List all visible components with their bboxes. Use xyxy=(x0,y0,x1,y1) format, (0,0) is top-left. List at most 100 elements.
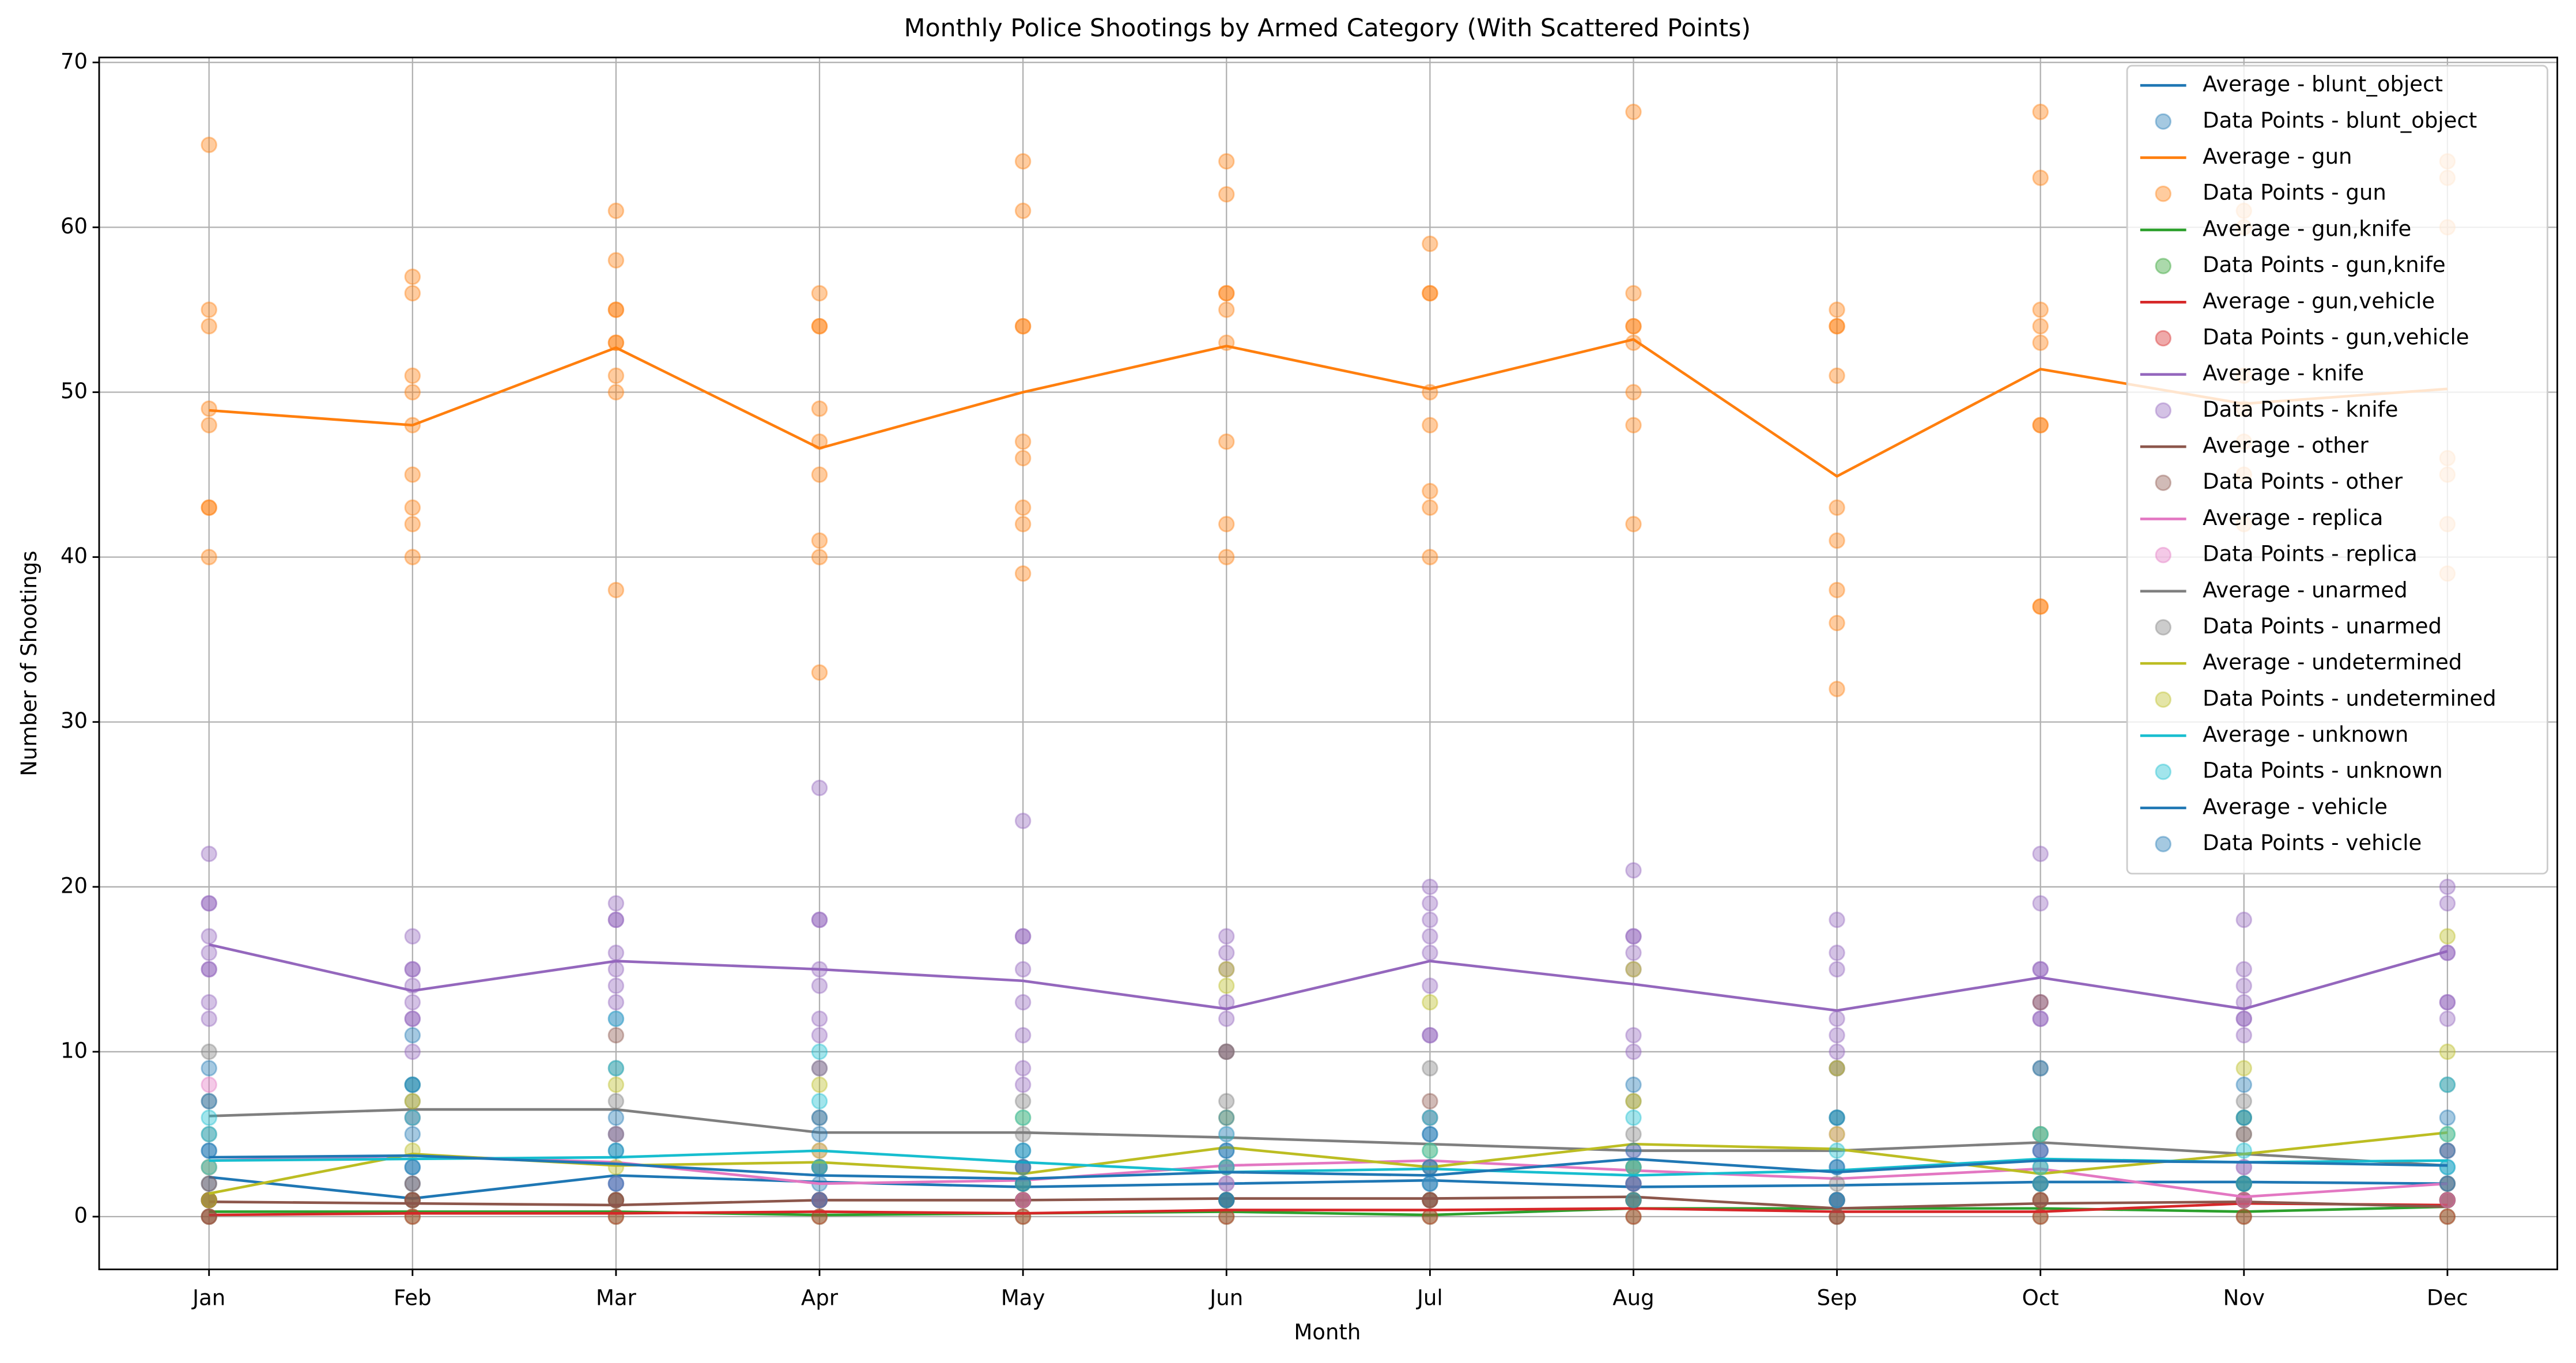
data-point xyxy=(2032,1126,2049,1143)
y-tick-label: 0 xyxy=(74,1203,88,1228)
data-point xyxy=(201,1060,217,1077)
data-point xyxy=(1829,367,1845,384)
legend-label: Data Points - other xyxy=(2203,469,2403,494)
data-point xyxy=(607,1126,625,1143)
data-point xyxy=(2235,1192,2253,1209)
data-point xyxy=(1829,681,1845,697)
data-point xyxy=(1218,1192,1235,1209)
data-point xyxy=(2235,961,2253,978)
data-point xyxy=(2032,1010,2049,1027)
data-point xyxy=(1829,1109,1845,1126)
y-axis-label: Number of Shootings xyxy=(17,550,41,776)
data-point xyxy=(2235,911,2253,928)
data-point xyxy=(811,400,828,417)
legend-label: Average - undetermined xyxy=(2203,650,2462,675)
average-line xyxy=(209,338,2448,478)
data-point xyxy=(2439,1126,2456,1143)
data-point xyxy=(2235,1175,2253,1192)
data-point xyxy=(1422,928,1438,945)
data-point xyxy=(2235,1175,2253,1192)
data-point xyxy=(201,301,217,318)
data-point xyxy=(1625,1076,1642,1093)
data-point xyxy=(404,977,421,994)
average-line xyxy=(209,1202,2447,1217)
data-point xyxy=(811,1060,828,1077)
data-point xyxy=(2032,1208,2049,1225)
data-point xyxy=(607,1192,625,1209)
data-point xyxy=(2032,334,2049,351)
data-point xyxy=(1218,928,1235,945)
data-point xyxy=(1829,582,1845,599)
data-point xyxy=(201,1093,217,1110)
legend-swatch xyxy=(2155,185,2171,202)
data-point xyxy=(1218,285,1235,302)
data-point xyxy=(1422,1027,1438,1044)
legend-label: Average - blunt_object xyxy=(2203,72,2443,97)
data-point xyxy=(2439,1175,2456,1192)
data-point xyxy=(1422,1192,1438,1209)
data-point xyxy=(1422,549,1438,565)
data-point xyxy=(201,1208,217,1225)
data-point xyxy=(1218,153,1235,170)
data-point xyxy=(1218,1093,1235,1110)
data-point xyxy=(1829,1175,1845,1192)
data-point xyxy=(1218,1109,1235,1126)
data-point xyxy=(404,268,421,285)
data-point xyxy=(404,1027,421,1044)
data-point xyxy=(404,1093,421,1110)
data-point xyxy=(2032,1175,2049,1192)
data-point xyxy=(2032,417,2049,433)
data-point xyxy=(2032,1142,2049,1159)
data-point xyxy=(2032,1175,2049,1192)
data-point xyxy=(607,945,625,961)
data-point xyxy=(2032,994,2049,1011)
data-point xyxy=(201,1208,217,1225)
data-point xyxy=(404,1208,421,1225)
data-point xyxy=(2235,1208,2253,1225)
data-point xyxy=(2439,1192,2456,1209)
data-point xyxy=(811,1192,828,1209)
data-point xyxy=(607,1027,625,1044)
data-point xyxy=(1625,1027,1642,1044)
data-point xyxy=(1625,103,1642,120)
data-point xyxy=(201,845,217,862)
data-point xyxy=(2235,1109,2253,1126)
data-point xyxy=(1422,1142,1438,1159)
data-point xyxy=(811,911,828,928)
data-point xyxy=(811,1192,828,1209)
data-point xyxy=(1422,1158,1438,1176)
data-point xyxy=(1625,1142,1642,1159)
average-line xyxy=(209,1174,2447,1200)
data-point xyxy=(607,301,625,318)
legend-swatch xyxy=(2155,763,2171,780)
x-tick-label: Sep xyxy=(1817,1285,1857,1310)
data-point xyxy=(201,928,217,945)
data-point xyxy=(1829,1060,1845,1077)
data-point xyxy=(404,1076,421,1093)
data-point xyxy=(1422,482,1438,500)
data-point xyxy=(201,1076,217,1093)
data-point xyxy=(1014,1142,1032,1159)
data-point xyxy=(404,961,421,978)
data-point xyxy=(1625,334,1642,351)
legend-swatch xyxy=(2155,619,2171,636)
legend-label: Data Points - knife xyxy=(2203,397,2398,422)
legend-label: Data Points - unarmed xyxy=(2203,614,2442,639)
data-point xyxy=(1625,1126,1642,1143)
data-point xyxy=(1829,1010,1845,1027)
data-point xyxy=(404,285,421,302)
data-point xyxy=(1829,1192,1845,1209)
data-point xyxy=(607,1076,625,1093)
data-point xyxy=(2032,1192,2049,1209)
data-point xyxy=(607,1142,625,1159)
data-point xyxy=(1218,1175,1235,1192)
data-point xyxy=(2032,103,2049,120)
x-tick-label: Jun xyxy=(1208,1285,1243,1310)
y-tick-label: 40 xyxy=(61,543,88,568)
data-point xyxy=(1218,994,1235,1011)
data-point xyxy=(404,994,421,1011)
data-point xyxy=(607,334,625,351)
data-point xyxy=(1014,433,1032,450)
data-point xyxy=(2032,598,2049,615)
